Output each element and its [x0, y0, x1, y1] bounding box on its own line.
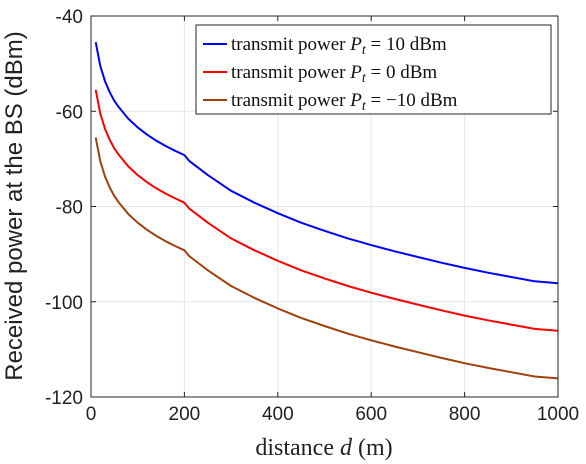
- x-tick-label: 0: [86, 404, 97, 425]
- x-tick-label: 200: [169, 404, 201, 425]
- legend-label-3: transmit power Pt = −10 dBm: [231, 90, 458, 114]
- legend-label-1: transmit power Pt = 10 dBm: [231, 34, 447, 58]
- legend-box: [195, 24, 552, 115]
- x-tick-label: 800: [449, 404, 481, 425]
- series-line-3: [94, 137, 559, 380]
- series-line-2: [94, 89, 559, 332]
- y-tick-label: -80: [56, 198, 83, 219]
- series-line-1: [94, 42, 559, 285]
- legend-label-2: transmit power Pt = 0 dBm: [231, 62, 437, 86]
- x-tick-label: 600: [355, 404, 387, 425]
- y-tick-label: -40: [56, 7, 83, 28]
- y-axis-label: Received power at the BS (dBm): [1, 31, 28, 381]
- y-tick-label: -60: [56, 102, 83, 123]
- ticks: [90, 15, 559, 398]
- y-tick-label: -100: [45, 293, 83, 314]
- x-tick-label: 400: [262, 404, 294, 425]
- y-tick-label: -120: [45, 388, 83, 409]
- legend: transmit power Pt = 10 dBm transmit power…: [195, 24, 552, 115]
- series-lines: [94, 42, 559, 380]
- x-tick-label: 1000: [537, 404, 579, 425]
- x-axis-label: distance d (m): [255, 435, 392, 461]
- tick-labels: 0 200 400 600 800 1000 -40 -60 -80 -100 -120: [45, 7, 579, 425]
